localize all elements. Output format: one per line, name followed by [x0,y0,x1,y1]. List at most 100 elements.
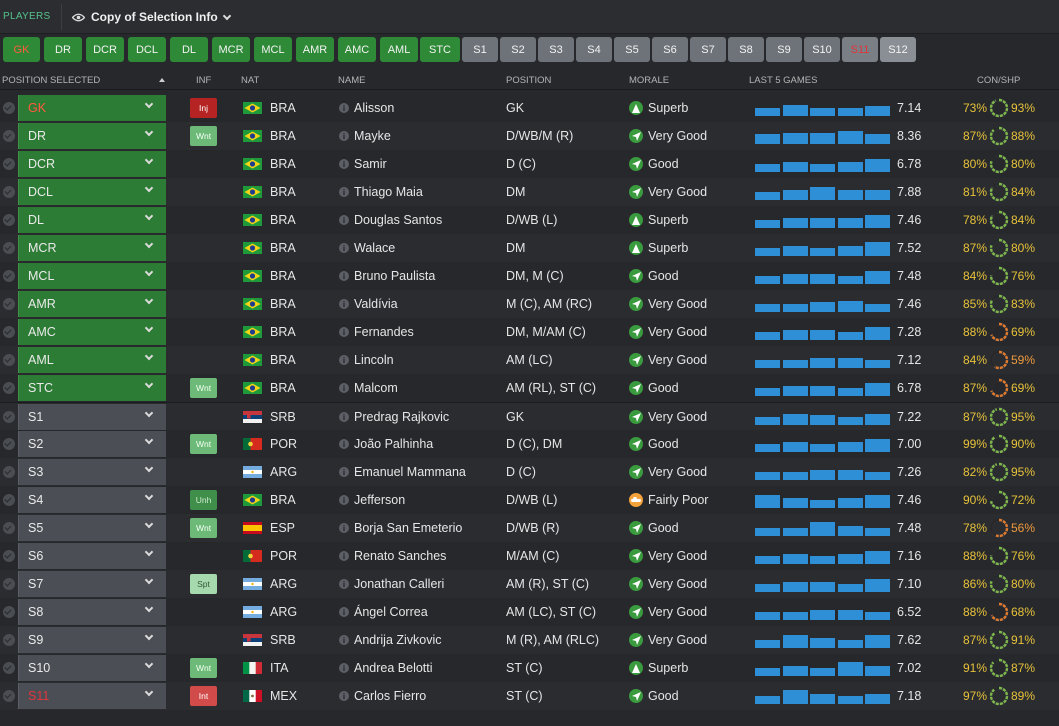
player-name[interactable]: Douglas Santos [354,213,443,227]
player-name[interactable]: Ángel Correa [354,605,428,619]
info-icon[interactable]: i [339,159,349,169]
position-dropdown[interactable]: AMC [18,319,166,345]
player-name[interactable]: Valdívia [354,297,398,311]
player-name[interactable]: Borja San Emeterio [354,521,463,535]
position-dropdown[interactable]: S6 [18,543,166,569]
position-dropdown[interactable]: AML [18,347,166,373]
info-icon[interactable]: i [339,635,349,645]
info-icon[interactable]: i [339,551,349,561]
info-icon[interactable]: i [339,439,349,449]
col-con-shp[interactable]: CON/SHP [977,75,1021,86]
info-badge[interactable]: Wnt [190,658,217,678]
position-button-dcl[interactable]: DCL [128,37,166,62]
table-row[interactable]: MCR BRA i Walace DM Superb 7.52 87% 80% [0,234,1059,262]
info-icon[interactable]: i [339,495,349,505]
info-icon[interactable]: i [339,103,349,113]
player-name[interactable]: Samir [354,157,387,171]
position-button-dcr[interactable]: DCR [86,37,124,62]
position-dropdown[interactable]: DCR [18,151,166,177]
table-row[interactable]: AMC BRA i Fernandes DM, M/AM (C) Very Good 7.2… [0,318,1059,346]
position-button-s12[interactable]: S12 [880,37,916,62]
select-checkbox[interactable] [3,102,15,114]
player-name[interactable]: Andrija Zivkovic [354,633,442,647]
player-name[interactable]: Lincoln [354,353,394,367]
player-name[interactable]: Jefferson [354,493,406,507]
select-checkbox[interactable] [3,438,15,450]
position-dropdown[interactable]: S1 [18,404,166,430]
position-button-s9[interactable]: S9 [766,37,802,62]
player-name[interactable]: Emanuel Mammana [354,465,466,479]
col-position-selected[interactable]: POSITION SELECTED [2,75,101,86]
position-button-s6[interactable]: S6 [652,37,688,62]
position-button-s4[interactable]: S4 [576,37,612,62]
player-name[interactable]: Andrea Belotti [354,661,433,675]
position-dropdown[interactable]: DL [18,207,166,233]
info-badge[interactable]: Spt [190,574,217,594]
select-checkbox[interactable] [3,326,15,338]
player-name[interactable]: Walace [354,241,396,255]
position-button-gk[interactable]: GK [3,37,40,62]
col-last-5-games[interactable]: LAST 5 GAMES [749,75,818,86]
position-button-mcl[interactable]: MCL [254,37,292,62]
position-button-aml[interactable]: AML [380,37,418,62]
col-nat[interactable]: NAT [241,75,260,86]
select-checkbox[interactable] [3,186,15,198]
info-icon[interactable]: i [339,243,349,253]
table-row[interactable]: S9 SRB i Andrija Zivkovic M (R), AM (RLC) Ver… [0,626,1059,654]
select-checkbox[interactable] [3,214,15,226]
position-button-s1[interactable]: S1 [462,37,498,62]
select-checkbox[interactable] [3,494,15,506]
table-row[interactable]: S7 Spt ARG i Jonathan Calleri AM (R), ST (C) V… [0,570,1059,598]
position-dropdown[interactable]: DR [18,123,166,149]
info-badge[interactable]: Int [190,686,217,706]
position-dropdown[interactable]: MCR [18,235,166,261]
view-selector[interactable]: Copy of Selection Info [72,8,231,26]
position-button-amr[interactable]: AMR [296,37,334,62]
table-row[interactable]: S8 ARG i Ángel Correa AM (LC), ST (C) Very Go… [0,598,1059,626]
info-icon[interactable]: i [339,271,349,281]
position-button-s5[interactable]: S5 [614,37,650,62]
player-name[interactable]: Malcom [354,381,398,395]
position-button-dl[interactable]: DL [170,37,208,62]
col-morale[interactable]: MORALE [629,75,670,86]
table-row[interactable]: S10 Wnt ITA i Andrea Belotti ST (C) Superb 7.02… [0,654,1059,682]
position-dropdown[interactable]: GK [18,95,166,121]
select-checkbox[interactable] [3,690,15,702]
position-dropdown[interactable]: S11 [18,683,166,709]
table-row[interactable]: S3 ARG i Emanuel Mammana D (C) Very Good 7.26 8… [0,458,1059,486]
select-checkbox[interactable] [3,466,15,478]
table-row[interactable]: AMR BRA i Valdívia M (C), AM (RC) Very Good 7.… [0,290,1059,318]
position-button-s2[interactable]: S2 [500,37,536,62]
info-icon[interactable]: i [339,355,349,365]
player-name[interactable]: Thiago Maia [354,185,423,199]
table-row[interactable]: STC Wnt BRA i Malcom AM (RL), ST (C) Good 6.78 8… [0,374,1059,402]
position-button-s8[interactable]: S8 [728,37,764,62]
select-checkbox[interactable] [3,382,15,394]
position-dropdown[interactable]: S2 [18,431,166,457]
select-checkbox[interactable] [3,130,15,142]
position-dropdown[interactable]: STC [18,375,166,401]
info-icon[interactable]: i [339,187,349,197]
table-row[interactable]: DCL BRA i Thiago Maia DM Very Good 7.88 81% 84% [0,178,1059,206]
position-button-s11[interactable]: S11 [842,37,878,62]
player-name[interactable]: Carlos Fierro [354,689,427,703]
info-icon[interactable]: i [339,467,349,477]
info-icon[interactable]: i [339,383,349,393]
info-badge[interactable]: Inj [190,98,217,118]
info-badge[interactable]: Wnt [190,378,217,398]
position-button-s3[interactable]: S3 [538,37,574,62]
player-name[interactable]: Fernandes [354,325,414,339]
info-badge[interactable]: Wnt [190,126,217,146]
player-name[interactable]: Renato Sanches [354,549,447,563]
position-button-stc[interactable]: STC [420,37,460,62]
table-row[interactable]: GK Inj BRA i Alisson GK Superb 7.14 73% 93% [0,94,1059,122]
info-icon[interactable]: i [339,131,349,141]
info-icon[interactable]: i [339,579,349,589]
select-checkbox[interactable] [3,606,15,618]
col-name[interactable]: NAME [338,75,366,86]
position-button-s7[interactable]: S7 [690,37,726,62]
position-dropdown[interactable]: S5 [18,515,166,541]
position-dropdown[interactable]: MCL [18,263,166,289]
table-row[interactable]: S6 POR i Renato Sanches M/AM (C) Very Good 7.1… [0,542,1059,570]
player-name[interactable]: Bruno Paulista [354,269,436,283]
